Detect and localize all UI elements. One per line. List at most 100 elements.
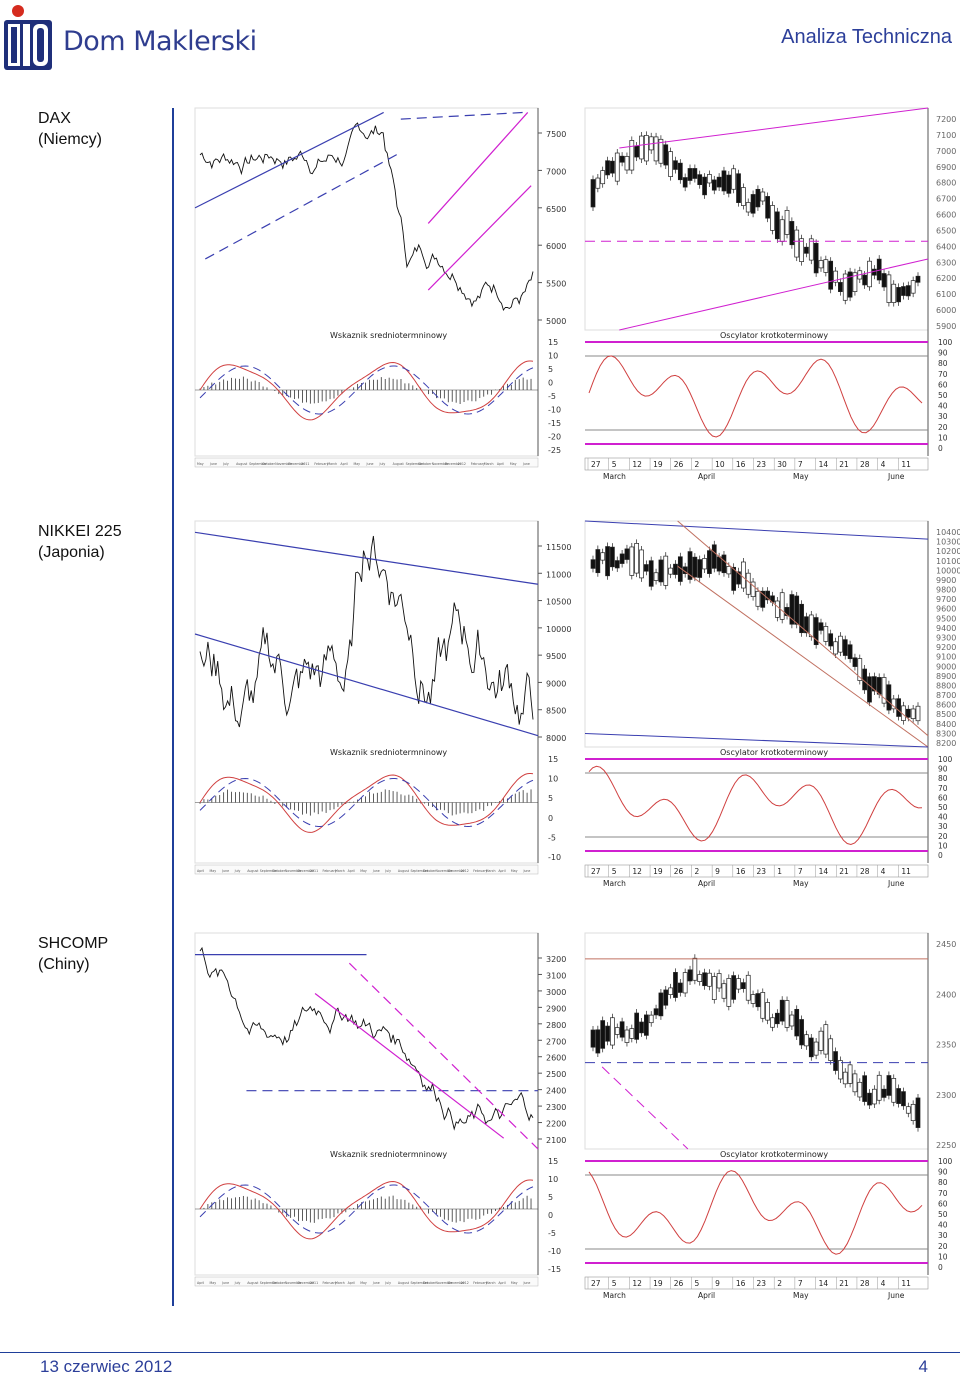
candle-body [619,155,625,163]
day-label: 9 [715,1279,720,1288]
candle-body [857,1081,863,1098]
index-country: (Chiny) [38,956,90,973]
month-strip-label: June [522,869,530,873]
day-label: 11 [901,1279,911,1288]
price-axis-label: 7000 [546,167,566,176]
month-strip-label: September [406,462,424,466]
candle-body [784,210,790,235]
price-axis-label: 8500 [546,707,566,716]
candle-body [838,282,843,292]
stoch-axis-label: 10 [938,841,948,850]
month-strip-label: May [511,869,518,873]
candle-body [789,1014,795,1027]
trend-line [205,151,402,260]
candle-body [910,708,916,719]
month-strip-label: July [234,869,241,873]
stoch-axis-label: 40 [938,813,948,822]
candle-axis-label: 8200 [936,739,956,748]
price-axis-label: 5000 [546,317,566,326]
macd-line [199,360,534,421]
month-strip-label: May [210,869,217,873]
month-strip-label: November [285,1281,302,1285]
candle-body [736,978,741,990]
candle-body [760,992,766,1019]
pko-logo-icon [4,5,52,70]
candle-axis-label: 6600 [936,211,956,220]
stoch-axis-label: 80 [938,774,948,783]
candle-body [886,1075,892,1096]
candle-body [799,603,804,634]
trend-line [400,111,525,120]
candle-body [721,983,727,999]
stoch-axis-label: 100 [938,1157,953,1166]
candle-body [663,989,669,1006]
day-label: 23 [757,867,767,876]
day-label: 7 [798,460,803,469]
trend-line [427,112,529,224]
month-strip-label: April [197,1281,204,1285]
candle-body [600,170,606,185]
macd-axis-label: 10 [548,775,558,784]
month-strip-label: December [445,462,462,466]
month-strip-label: August [398,869,410,873]
candle-axis-label: 9100 [936,653,956,662]
candle-body [687,969,693,982]
day-label: 16 [736,867,746,876]
candle-axis-label: 6800 [936,179,956,188]
candle-body [799,1019,804,1046]
stoch-axis-label: 40 [938,402,948,411]
macd-axis-label: -15 [548,419,561,428]
stoch-label: Oscylator krotkoterminowy [720,748,828,757]
document-title: Analiza Techniczna [781,26,952,48]
candle-axis-label: 2400 [936,990,956,999]
candle-body [818,1030,824,1051]
candle-body [862,1075,867,1102]
macd-axis-label: 0 [548,814,553,823]
macd-line [199,773,534,833]
month-strip-label: June [209,462,217,466]
candle-body [590,179,596,208]
month-strip-label: June [522,462,530,466]
candle-body [760,191,766,202]
candle-body [711,976,717,1000]
candle-body [682,177,688,188]
month-strip-label: June [372,869,380,873]
stoch-axis-label: 30 [938,1231,948,1240]
trend-line [194,111,384,209]
candle-body [896,1088,901,1104]
candle-body [629,546,635,576]
day-label: 14 [819,867,829,876]
month-strip-label: February [473,869,487,873]
candle-body [755,188,761,208]
month-strip-label: August [247,869,259,873]
candle-body [799,238,804,262]
macd-axis-label: -15 [548,1265,561,1274]
candle-body [673,160,678,170]
candle-body [867,676,872,703]
month-strip-label: June [522,1281,530,1285]
stoch-axis-label: 0 [938,851,943,860]
candle-body [867,260,872,288]
stoch-axis-label: 50 [938,803,948,812]
candle-body [813,617,819,646]
candle-body [852,272,858,292]
candle-body [682,972,688,994]
stoch-label: Oscylator krotkoterminowy [720,1150,828,1159]
day-label: 12 [632,867,642,876]
candle-axis-label: 6400 [936,242,956,251]
candle-body [590,559,596,569]
candle-axis-label: 6500 [936,226,956,235]
day-label: 5 [612,867,617,876]
stoch-axis-label: 90 [938,349,948,358]
candle-body [687,168,693,181]
candle-body [707,550,712,574]
candle-body [644,135,649,162]
day-label: 19 [653,1279,663,1288]
month-strip-label: 2012 [461,1281,469,1285]
candle-body [750,581,756,597]
candle-body [639,135,644,160]
candle-body [614,152,620,182]
candle-axis-label: 8700 [936,691,956,700]
stoch-label: Oscylator krotkoterminowy [720,331,828,340]
candle-body [595,549,601,574]
